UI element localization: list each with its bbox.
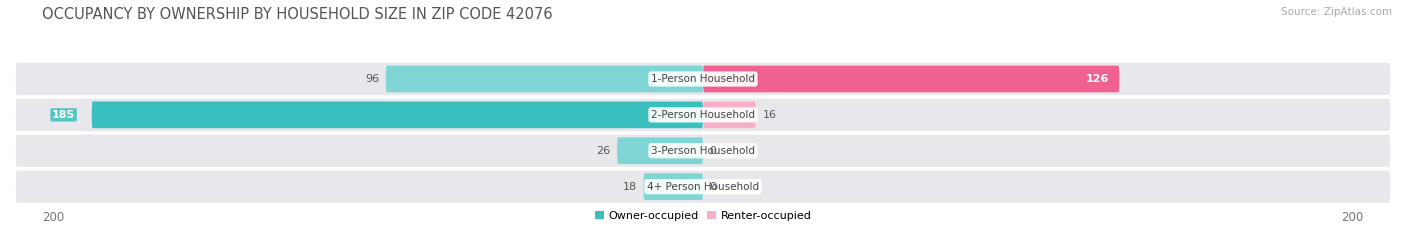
Text: 185: 185 <box>52 110 75 120</box>
FancyBboxPatch shape <box>15 135 1391 167</box>
Text: 200: 200 <box>1341 211 1364 224</box>
Text: 0: 0 <box>710 146 717 156</box>
FancyBboxPatch shape <box>644 173 703 200</box>
Text: 126: 126 <box>1085 74 1109 84</box>
Text: 96: 96 <box>366 74 380 84</box>
FancyBboxPatch shape <box>15 171 1391 203</box>
Text: OCCUPANCY BY OWNERSHIP BY HOUSEHOLD SIZE IN ZIP CODE 42076: OCCUPANCY BY OWNERSHIP BY HOUSEHOLD SIZE… <box>42 7 553 22</box>
Text: 200: 200 <box>42 211 65 224</box>
Text: 18: 18 <box>623 182 637 192</box>
FancyBboxPatch shape <box>617 137 703 164</box>
Text: 2-Person Household: 2-Person Household <box>651 110 755 120</box>
Text: 3-Person Household: 3-Person Household <box>651 146 755 156</box>
Text: 4+ Person Household: 4+ Person Household <box>647 182 759 192</box>
Text: 16: 16 <box>762 110 776 120</box>
FancyBboxPatch shape <box>703 66 1119 92</box>
FancyBboxPatch shape <box>15 99 1391 131</box>
FancyBboxPatch shape <box>385 66 703 92</box>
FancyBboxPatch shape <box>91 102 703 128</box>
Legend: Owner-occupied, Renter-occupied: Owner-occupied, Renter-occupied <box>591 206 815 225</box>
Text: 26: 26 <box>596 146 610 156</box>
Text: Source: ZipAtlas.com: Source: ZipAtlas.com <box>1281 7 1392 17</box>
FancyBboxPatch shape <box>15 63 1391 95</box>
FancyBboxPatch shape <box>703 102 756 128</box>
Text: 1-Person Household: 1-Person Household <box>651 74 755 84</box>
Text: 0: 0 <box>710 182 717 192</box>
